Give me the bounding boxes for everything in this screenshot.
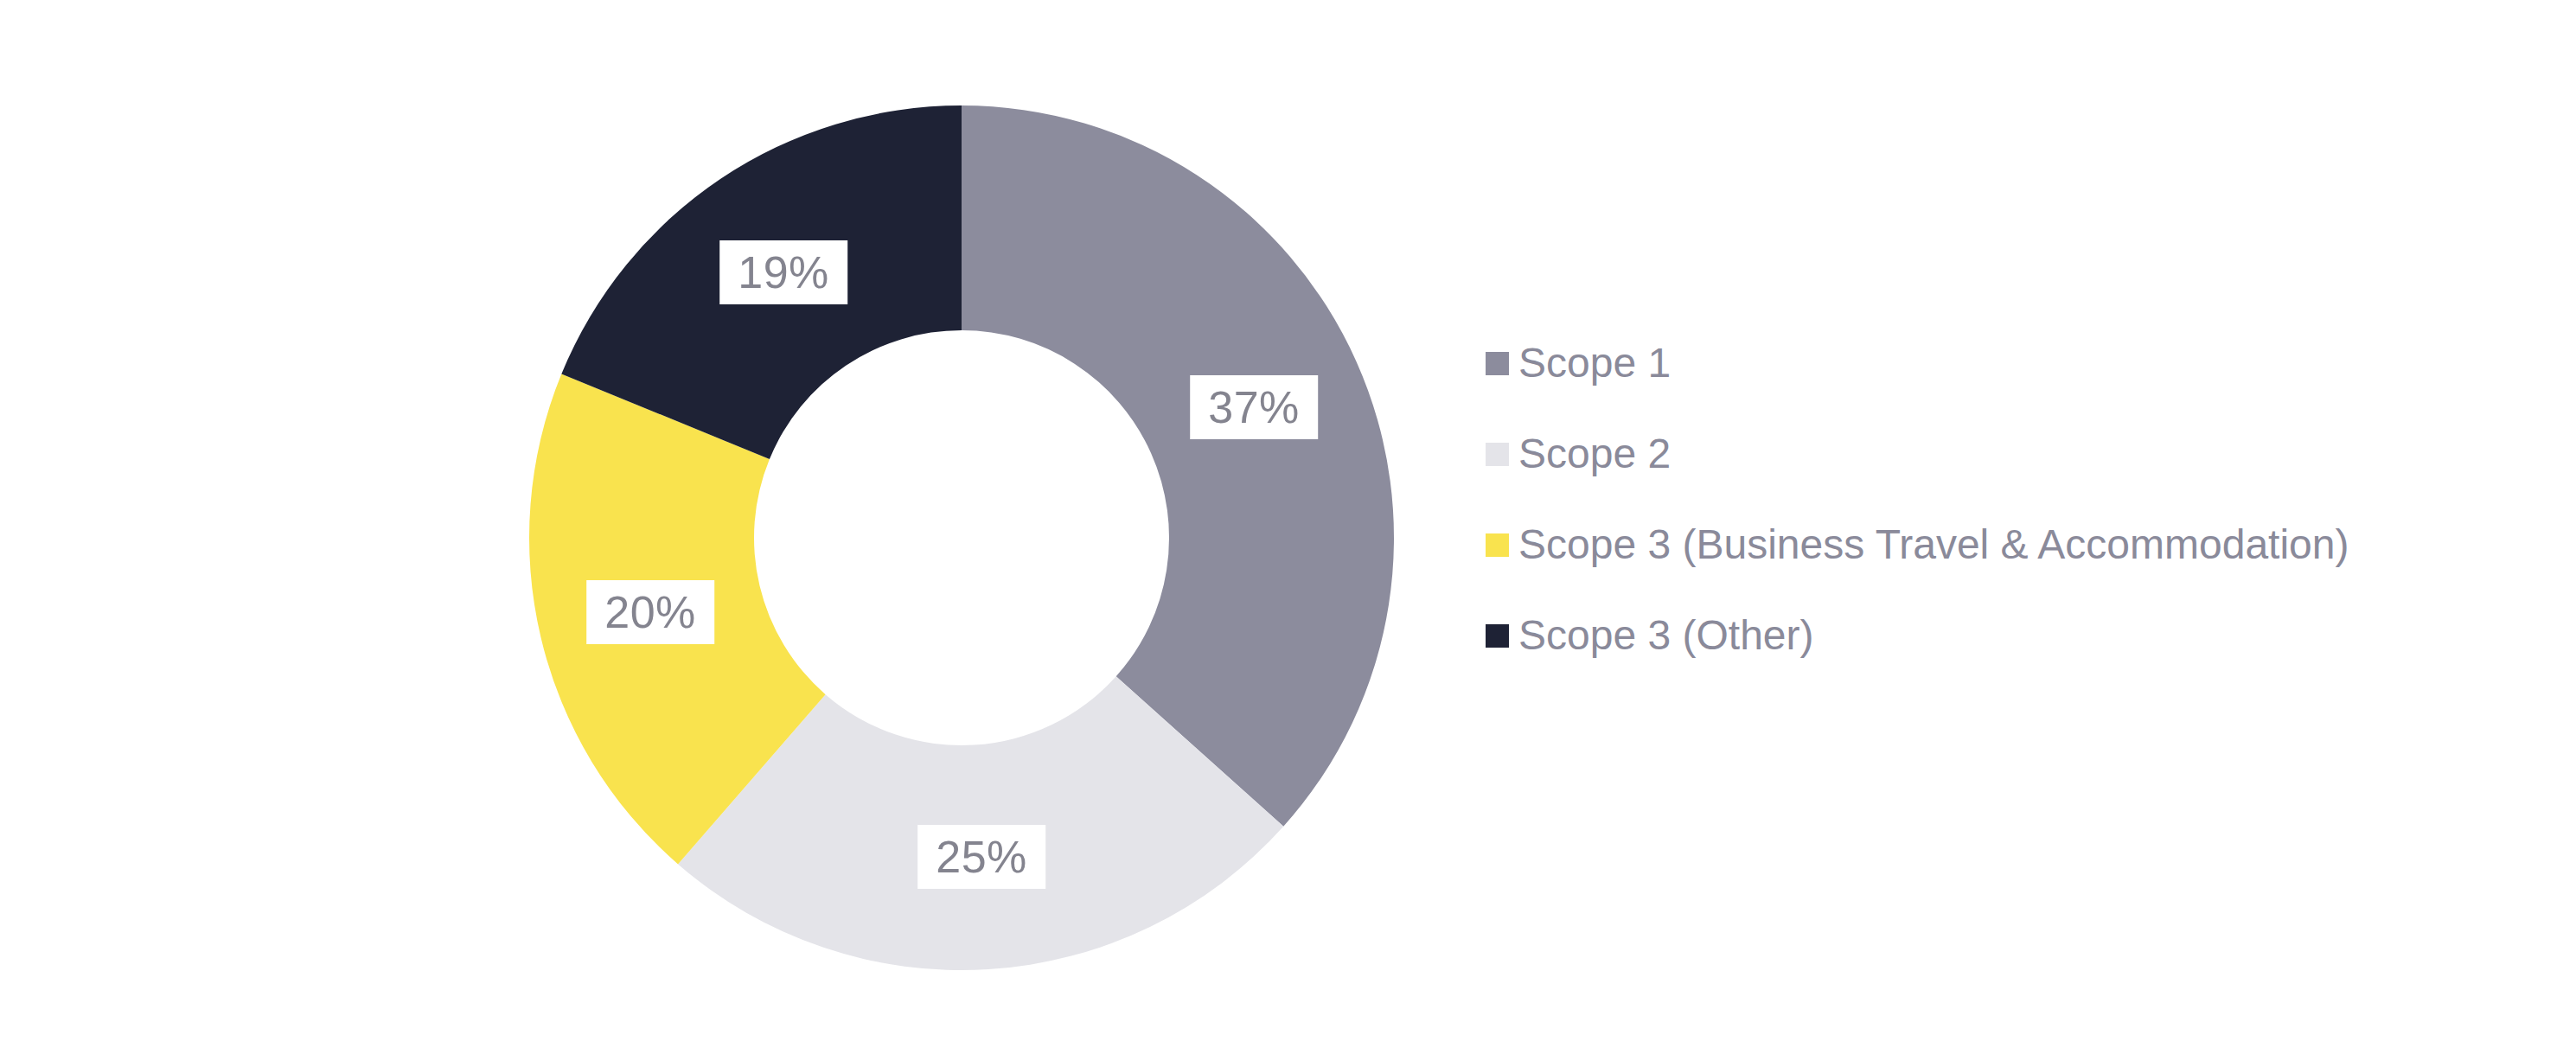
slice-value-label-scope-1: 37% xyxy=(1190,375,1318,439)
legend-item-scope-3-business-travel-accommodation[interactable]: Scope 3 (Business Travel & Accommodation… xyxy=(1486,524,2349,565)
legend-label-scope-1: Scope 1 xyxy=(1518,342,1671,384)
slice-value-label-scope-3-other: 19% xyxy=(719,240,847,304)
legend-item-scope-2[interactable]: Scope 2 xyxy=(1486,433,2349,475)
legend-item-scope-3-other[interactable]: Scope 3 (Other) xyxy=(1486,615,2349,656)
legend-swatch-scope-3-business-travel-accommodation xyxy=(1486,533,1509,557)
legend-swatch-scope-1 xyxy=(1486,352,1509,375)
legend-label-scope-3-business-travel-accommodation: Scope 3 (Business Travel & Accommodation… xyxy=(1518,524,2349,565)
legend-swatch-scope-3-other xyxy=(1486,624,1509,648)
legend-item-scope-1[interactable]: Scope 1 xyxy=(1486,342,2349,384)
legend-label-scope-2: Scope 2 xyxy=(1518,433,1671,475)
donut-slice-scope-1[interactable] xyxy=(962,105,1394,827)
slice-value-label-scope-3-business-travel-accommodation: 20% xyxy=(586,580,714,644)
chart-canvas: 37% 25% 20% 19% Scope 1 Scope 2 Scope 3 (Busi… xyxy=(0,0,2576,1054)
legend-label-scope-3-other: Scope 3 (Other) xyxy=(1518,615,1813,656)
legend-swatch-scope-2 xyxy=(1486,443,1509,466)
chart-legend: Scope 1 Scope 2 Scope 3 (Business Travel &… xyxy=(1486,342,2349,656)
slice-value-label-scope-2: 25% xyxy=(917,825,1045,889)
